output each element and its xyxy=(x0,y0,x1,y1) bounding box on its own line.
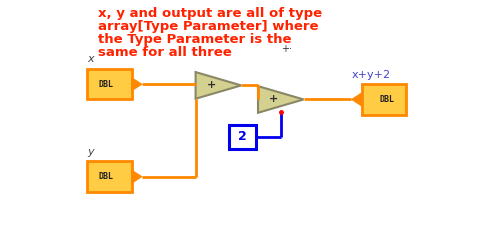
Text: same for all three: same for all three xyxy=(98,46,232,59)
Text: x: x xyxy=(87,54,94,64)
Text: x, y and output are all of type: x, y and output are all of type xyxy=(98,7,323,20)
Polygon shape xyxy=(258,86,303,113)
FancyBboxPatch shape xyxy=(87,69,132,99)
Text: DBL: DBL xyxy=(99,172,114,181)
Text: y: y xyxy=(87,147,94,157)
Text: 2: 2 xyxy=(238,130,247,143)
Text: array[Type Parameter] where: array[Type Parameter] where xyxy=(98,20,319,33)
Text: +·: +· xyxy=(281,44,292,55)
Text: DBL: DBL xyxy=(380,95,395,104)
Polygon shape xyxy=(132,170,142,183)
Polygon shape xyxy=(132,77,142,91)
FancyBboxPatch shape xyxy=(229,125,255,149)
Polygon shape xyxy=(351,93,362,106)
FancyBboxPatch shape xyxy=(362,84,406,115)
Text: +: + xyxy=(269,95,278,104)
Polygon shape xyxy=(196,72,241,99)
FancyBboxPatch shape xyxy=(87,161,132,192)
Text: DBL: DBL xyxy=(99,80,114,89)
Text: x+y+2: x+y+2 xyxy=(351,69,391,80)
Text: +: + xyxy=(207,80,216,90)
Text: the Type Parameter is the: the Type Parameter is the xyxy=(98,33,292,46)
